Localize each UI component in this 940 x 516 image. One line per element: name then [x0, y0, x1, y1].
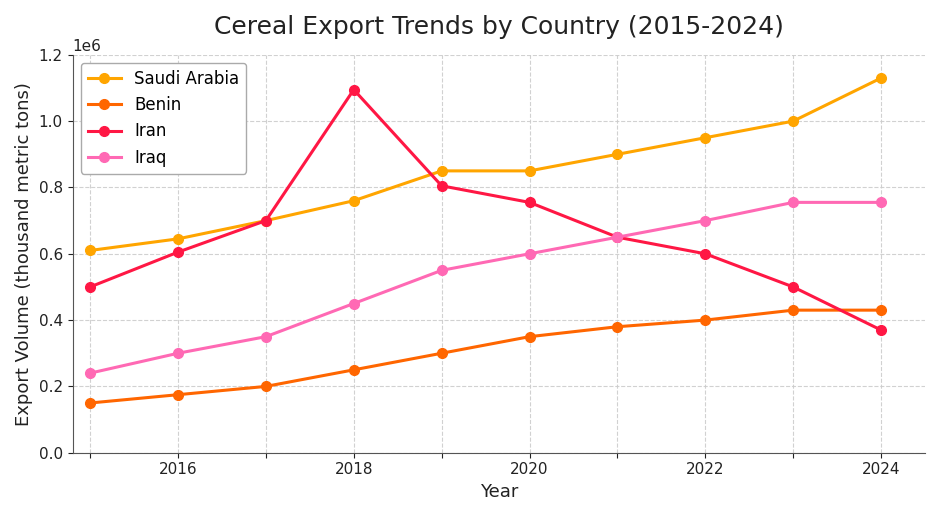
- Saudi Arabia: [172, 236, 183, 242]
- Iran: [875, 327, 886, 333]
- Iraq: [348, 300, 359, 307]
- Saudi Arabia: [85, 247, 96, 253]
- Legend: Saudi Arabia, Benin, Iran, Iraq: Saudi Arabia, Benin, Iran, Iraq: [81, 63, 246, 173]
- Saudi Arabia: [788, 118, 799, 124]
- Iraq: [436, 267, 447, 273]
- Benin: [699, 317, 711, 323]
- Line: Benin: Benin: [86, 305, 885, 408]
- Saudi Arabia: [612, 151, 623, 157]
- Iran: [524, 199, 535, 205]
- Iraq: [260, 333, 272, 340]
- Iraq: [85, 370, 96, 376]
- Saudi Arabia: [524, 168, 535, 174]
- Iran: [260, 218, 272, 224]
- Benin: [524, 333, 535, 340]
- Saudi Arabia: [260, 218, 272, 224]
- Iran: [172, 249, 183, 255]
- Iraq: [699, 218, 711, 224]
- Saudi Arabia: [875, 75, 886, 81]
- Iraq: [172, 350, 183, 357]
- Benin: [85, 400, 96, 406]
- Benin: [348, 367, 359, 373]
- Benin: [788, 307, 799, 313]
- Line: Iraq: Iraq: [86, 198, 885, 378]
- Iran: [436, 183, 447, 189]
- Iraq: [788, 199, 799, 205]
- Iran: [348, 87, 359, 93]
- Iraq: [875, 199, 886, 205]
- Iran: [788, 284, 799, 290]
- Iran: [699, 251, 711, 257]
- Benin: [172, 392, 183, 398]
- Line: Saudi Arabia: Saudi Arabia: [86, 73, 885, 255]
- Saudi Arabia: [436, 168, 447, 174]
- Saudi Arabia: [348, 198, 359, 204]
- Iraq: [524, 251, 535, 257]
- Line: Iran: Iran: [86, 85, 885, 335]
- Benin: [260, 383, 272, 390]
- Iraq: [612, 234, 623, 240]
- Title: Cereal Export Trends by Country (2015-2024): Cereal Export Trends by Country (2015-20…: [213, 15, 784, 39]
- Saudi Arabia: [699, 135, 711, 141]
- Benin: [875, 307, 886, 313]
- Benin: [612, 324, 623, 330]
- Y-axis label: Export Volume (thousand metric tons): Export Volume (thousand metric tons): [15, 82, 33, 426]
- X-axis label: Year: Year: [479, 483, 518, 501]
- Iran: [85, 284, 96, 290]
- Iran: [612, 234, 623, 240]
- Benin: [436, 350, 447, 357]
